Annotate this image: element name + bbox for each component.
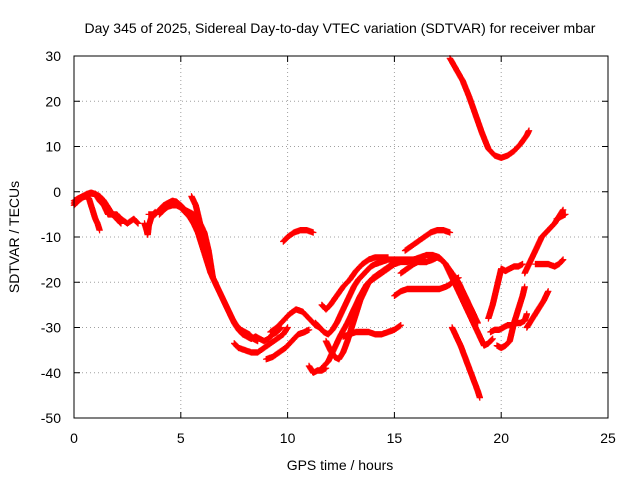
data-point-marks	[448, 324, 483, 401]
x-tick-label: 5	[177, 430, 185, 446]
series-track-22	[446, 55, 533, 161]
data-point-marks	[188, 193, 216, 281]
x-tick-label: 15	[387, 430, 403, 446]
chart-title: Day 345 of 2025, Sidereal Day-to-day VTE…	[85, 20, 596, 36]
x-tick-label: 25	[600, 430, 616, 446]
ticks-layer: 0 5 10 15 20 25 30 20 10 0 -10 -20 -30 -40 -50	[41, 48, 616, 446]
x-axis-label: GPS time / hours	[287, 457, 394, 473]
data-point-marks	[280, 227, 317, 245]
data-point-marks	[523, 288, 552, 331]
data-point-marks	[339, 322, 404, 340]
series-track-7	[188, 193, 216, 281]
series-track-29	[553, 211, 569, 223]
y-tick-label: 20	[45, 93, 61, 109]
data-point-marks	[493, 283, 528, 352]
series-track-17	[339, 322, 404, 340]
series-track-24	[485, 260, 526, 322]
data-point-marks	[397, 258, 430, 277]
data-point-marks	[485, 260, 526, 322]
x-tick-label: 0	[70, 430, 78, 446]
series-track-16	[318, 260, 396, 372]
data-point-marks	[532, 256, 567, 270]
series-track-27	[523, 288, 552, 331]
series-track-25	[493, 283, 528, 352]
series-track-20	[391, 274, 462, 299]
y-tick-label: 10	[45, 139, 61, 155]
y-tick-label: 0	[53, 184, 61, 200]
series-track-8	[231, 324, 291, 356]
x-tick-label: 10	[280, 430, 296, 446]
data-point-marks	[446, 55, 533, 161]
y-tick-label: -30	[41, 320, 61, 336]
series-track-18	[397, 258, 430, 277]
data-point-marks	[263, 326, 313, 363]
series-track-19	[401, 227, 454, 254]
data-point-marks	[391, 274, 462, 299]
y-tick-label: 30	[45, 48, 61, 64]
data-point-marks	[553, 211, 569, 223]
x-tick-label: 20	[493, 430, 509, 446]
plot-frame	[73, 55, 609, 419]
series-track-11	[280, 227, 317, 245]
data-point-marks	[318, 254, 392, 313]
y-tick-label: -50	[41, 410, 61, 426]
series-track-9	[263, 326, 313, 363]
series-layer	[70, 55, 569, 401]
y-axis-label: SDTVAR / TECUs	[6, 181, 22, 293]
data-point-marks	[318, 260, 396, 372]
series-track-28	[532, 256, 567, 270]
data-point-marks	[231, 324, 291, 356]
y-tick-label: -40	[41, 365, 61, 381]
series-track-15	[318, 254, 392, 313]
y-tick-label: -10	[41, 229, 61, 245]
data-point-marks	[401, 227, 454, 254]
y-tick-label: -20	[41, 274, 61, 290]
series-track-21	[448, 324, 483, 401]
